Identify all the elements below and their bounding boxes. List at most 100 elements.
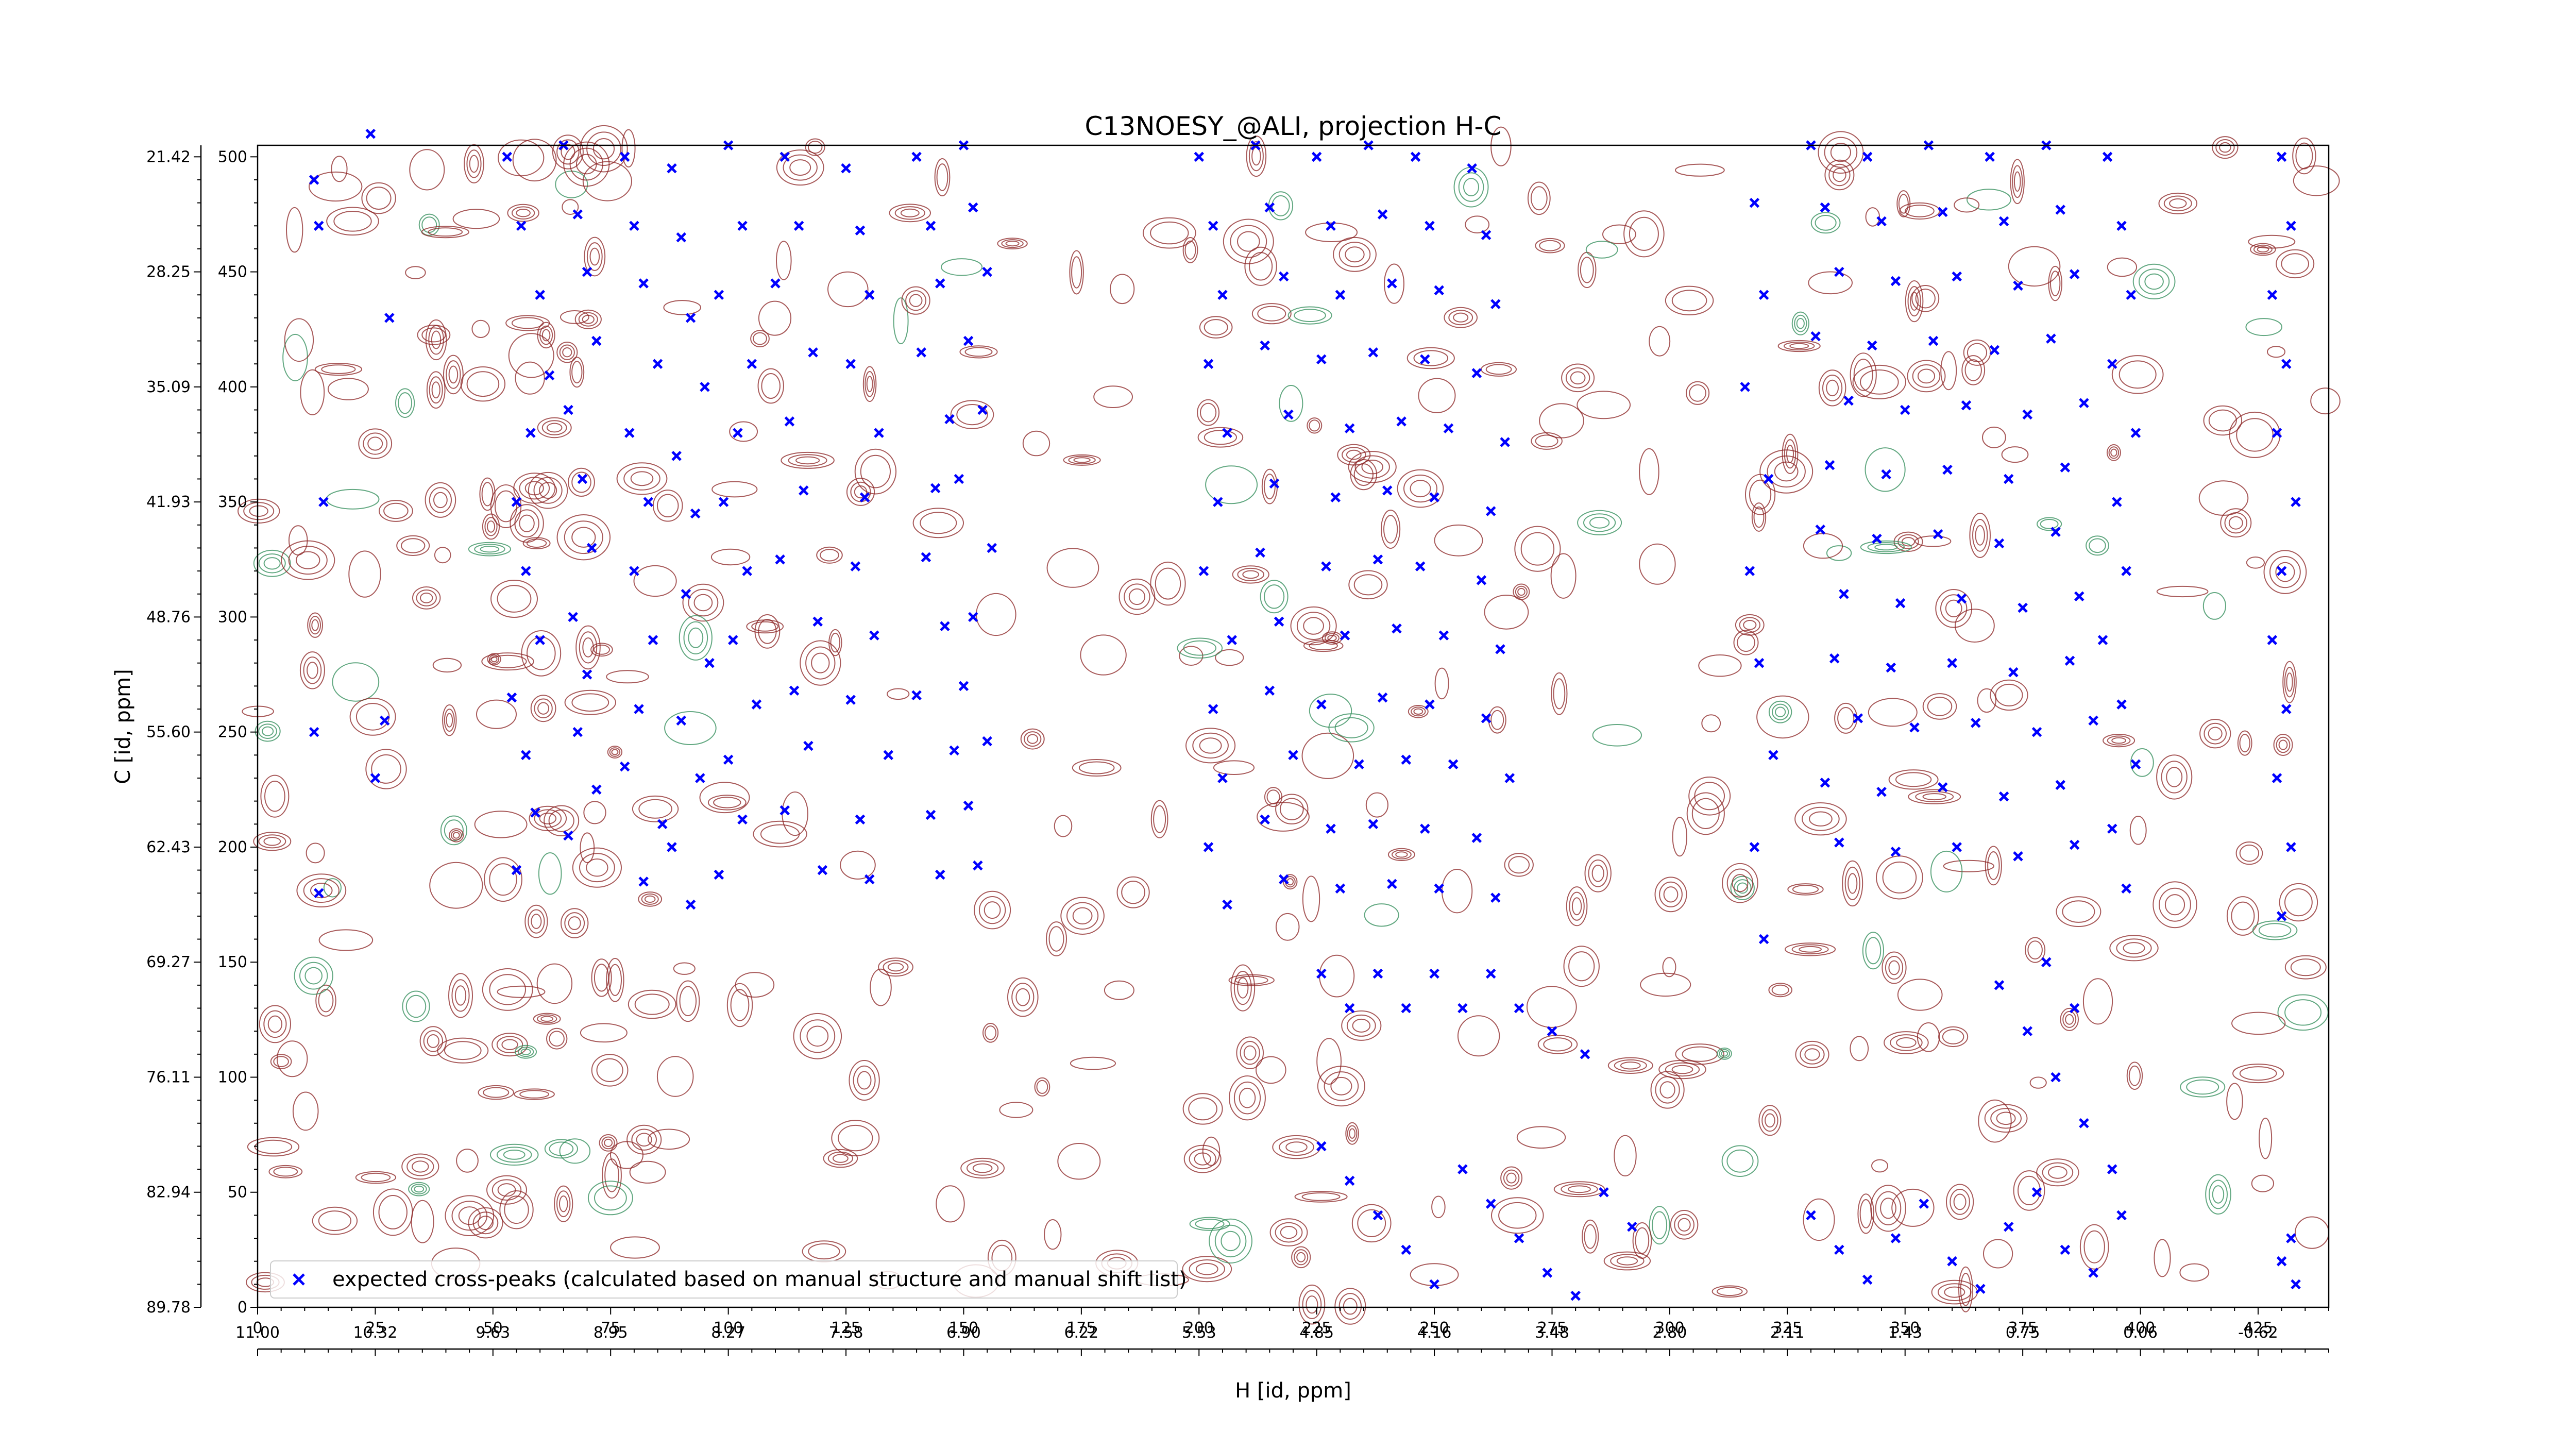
peak-stroke xyxy=(1862,151,1873,162)
cross-peak xyxy=(1919,1199,1929,1209)
contour-ring xyxy=(536,963,573,1004)
peak-stroke xyxy=(1985,151,1995,162)
contour-ring xyxy=(456,1149,479,1173)
contour-ring xyxy=(1334,1288,1366,1325)
contour-ring xyxy=(531,914,542,929)
contour-ring xyxy=(853,1065,876,1096)
cross-peak xyxy=(2107,823,2117,834)
y2-tick-label: 48.76 xyxy=(146,608,191,626)
peak-stroke xyxy=(2281,359,2292,369)
contour-ring xyxy=(1907,286,1921,317)
contour-ring xyxy=(1195,1262,1218,1275)
peak-stroke xyxy=(2116,699,2127,710)
contour-ring xyxy=(1584,854,1612,892)
contour-ring xyxy=(258,723,277,739)
contour-ring xyxy=(1118,578,1156,615)
contour-ring xyxy=(260,774,290,818)
contour-ring xyxy=(2108,446,2120,459)
contour-ring xyxy=(1885,956,1904,980)
contour-ring xyxy=(1671,290,1707,312)
cross-peak xyxy=(859,492,870,502)
peak-stroke xyxy=(916,347,926,358)
contour-ring xyxy=(249,505,268,517)
contour-ring xyxy=(1215,649,1244,666)
contour-ring xyxy=(1726,1149,1754,1173)
cross-peak xyxy=(1429,492,1439,502)
contour-ring xyxy=(507,204,539,222)
peak-stroke xyxy=(526,428,536,438)
peak-stroke xyxy=(2064,655,2075,666)
contour-ring xyxy=(2219,142,2231,153)
contour-ring xyxy=(366,187,392,210)
cross-peak xyxy=(1425,699,1435,710)
peak-stroke xyxy=(502,151,512,162)
peak-stroke xyxy=(1834,1244,1844,1255)
contour-ring xyxy=(1961,355,1986,385)
cross-peak xyxy=(1410,151,1421,162)
peak-stroke xyxy=(1938,782,1948,793)
contour-ring xyxy=(1743,620,1757,630)
peak-stroke xyxy=(1740,382,1750,392)
cross-peak xyxy=(2031,1187,2042,1198)
contour-ring xyxy=(2166,767,2183,787)
cross-peak xyxy=(1895,598,1906,609)
contour-ring xyxy=(1751,502,1767,532)
cross-peak xyxy=(365,128,376,139)
contour-ring xyxy=(326,207,379,236)
cross-peak xyxy=(1434,883,1444,894)
contour-ring xyxy=(1675,163,1725,177)
cross-peak xyxy=(1876,216,1887,227)
contour-ring xyxy=(2220,508,2252,538)
y-tick-label: 300 xyxy=(218,608,247,626)
peak-stroke xyxy=(1260,814,1270,825)
peak-stroke xyxy=(2022,409,2033,420)
cross-peak xyxy=(2130,759,2141,769)
cross-peak xyxy=(911,690,922,700)
peak-stroke xyxy=(1834,266,1844,277)
contour-ring xyxy=(1485,364,1512,375)
cross-peak xyxy=(591,335,602,346)
cross-peak xyxy=(1820,202,1831,213)
peak-stroke xyxy=(1321,561,1331,571)
legend-marker xyxy=(293,1273,305,1286)
cross-peak xyxy=(1368,347,1379,358)
contour-ring xyxy=(1341,1010,1382,1041)
peak-stroke xyxy=(1208,221,1218,231)
contour-ring xyxy=(1899,202,1940,220)
cross-peak xyxy=(1952,842,1962,852)
contour-ring xyxy=(1080,634,1127,676)
cross-peak xyxy=(1264,685,1275,696)
peak-stroke xyxy=(2097,635,2108,645)
contour-ring xyxy=(479,477,496,511)
contour-ring xyxy=(823,1149,858,1168)
contour-ring xyxy=(1228,974,1275,986)
cross-peak xyxy=(2107,359,2117,369)
cross-peak xyxy=(384,313,395,323)
contour-ring xyxy=(560,310,589,324)
contour-ring xyxy=(602,1152,622,1199)
contour-ring xyxy=(1233,1081,1261,1115)
contour-ring xyxy=(349,698,396,736)
cross-peak xyxy=(1928,335,1939,346)
contour-ring xyxy=(2258,923,2292,938)
contour-ring xyxy=(1269,1218,1308,1246)
contour-ring xyxy=(497,585,532,613)
contour-ring xyxy=(1070,1056,1116,1070)
contour-ring xyxy=(429,487,452,513)
cross-peak xyxy=(1490,299,1501,309)
y2-tick-label: 76.11 xyxy=(146,1068,191,1086)
y2-tick-label: 89.78 xyxy=(146,1299,191,1317)
contour-ring xyxy=(1182,1256,1232,1283)
contour-ring xyxy=(628,989,676,1019)
contour-ring xyxy=(562,199,579,215)
peak-stroke xyxy=(1438,630,1449,641)
cross-peak xyxy=(1213,497,1223,507)
cross-peak xyxy=(784,416,795,427)
contour-ring xyxy=(1411,706,1426,717)
peak-stroke xyxy=(1401,1003,1412,1014)
contour-ring xyxy=(418,213,440,236)
contour-ring xyxy=(579,631,598,664)
contour-ring xyxy=(805,138,825,156)
contour-ring xyxy=(1875,1191,1902,1225)
contour-ring xyxy=(1036,1080,1048,1094)
